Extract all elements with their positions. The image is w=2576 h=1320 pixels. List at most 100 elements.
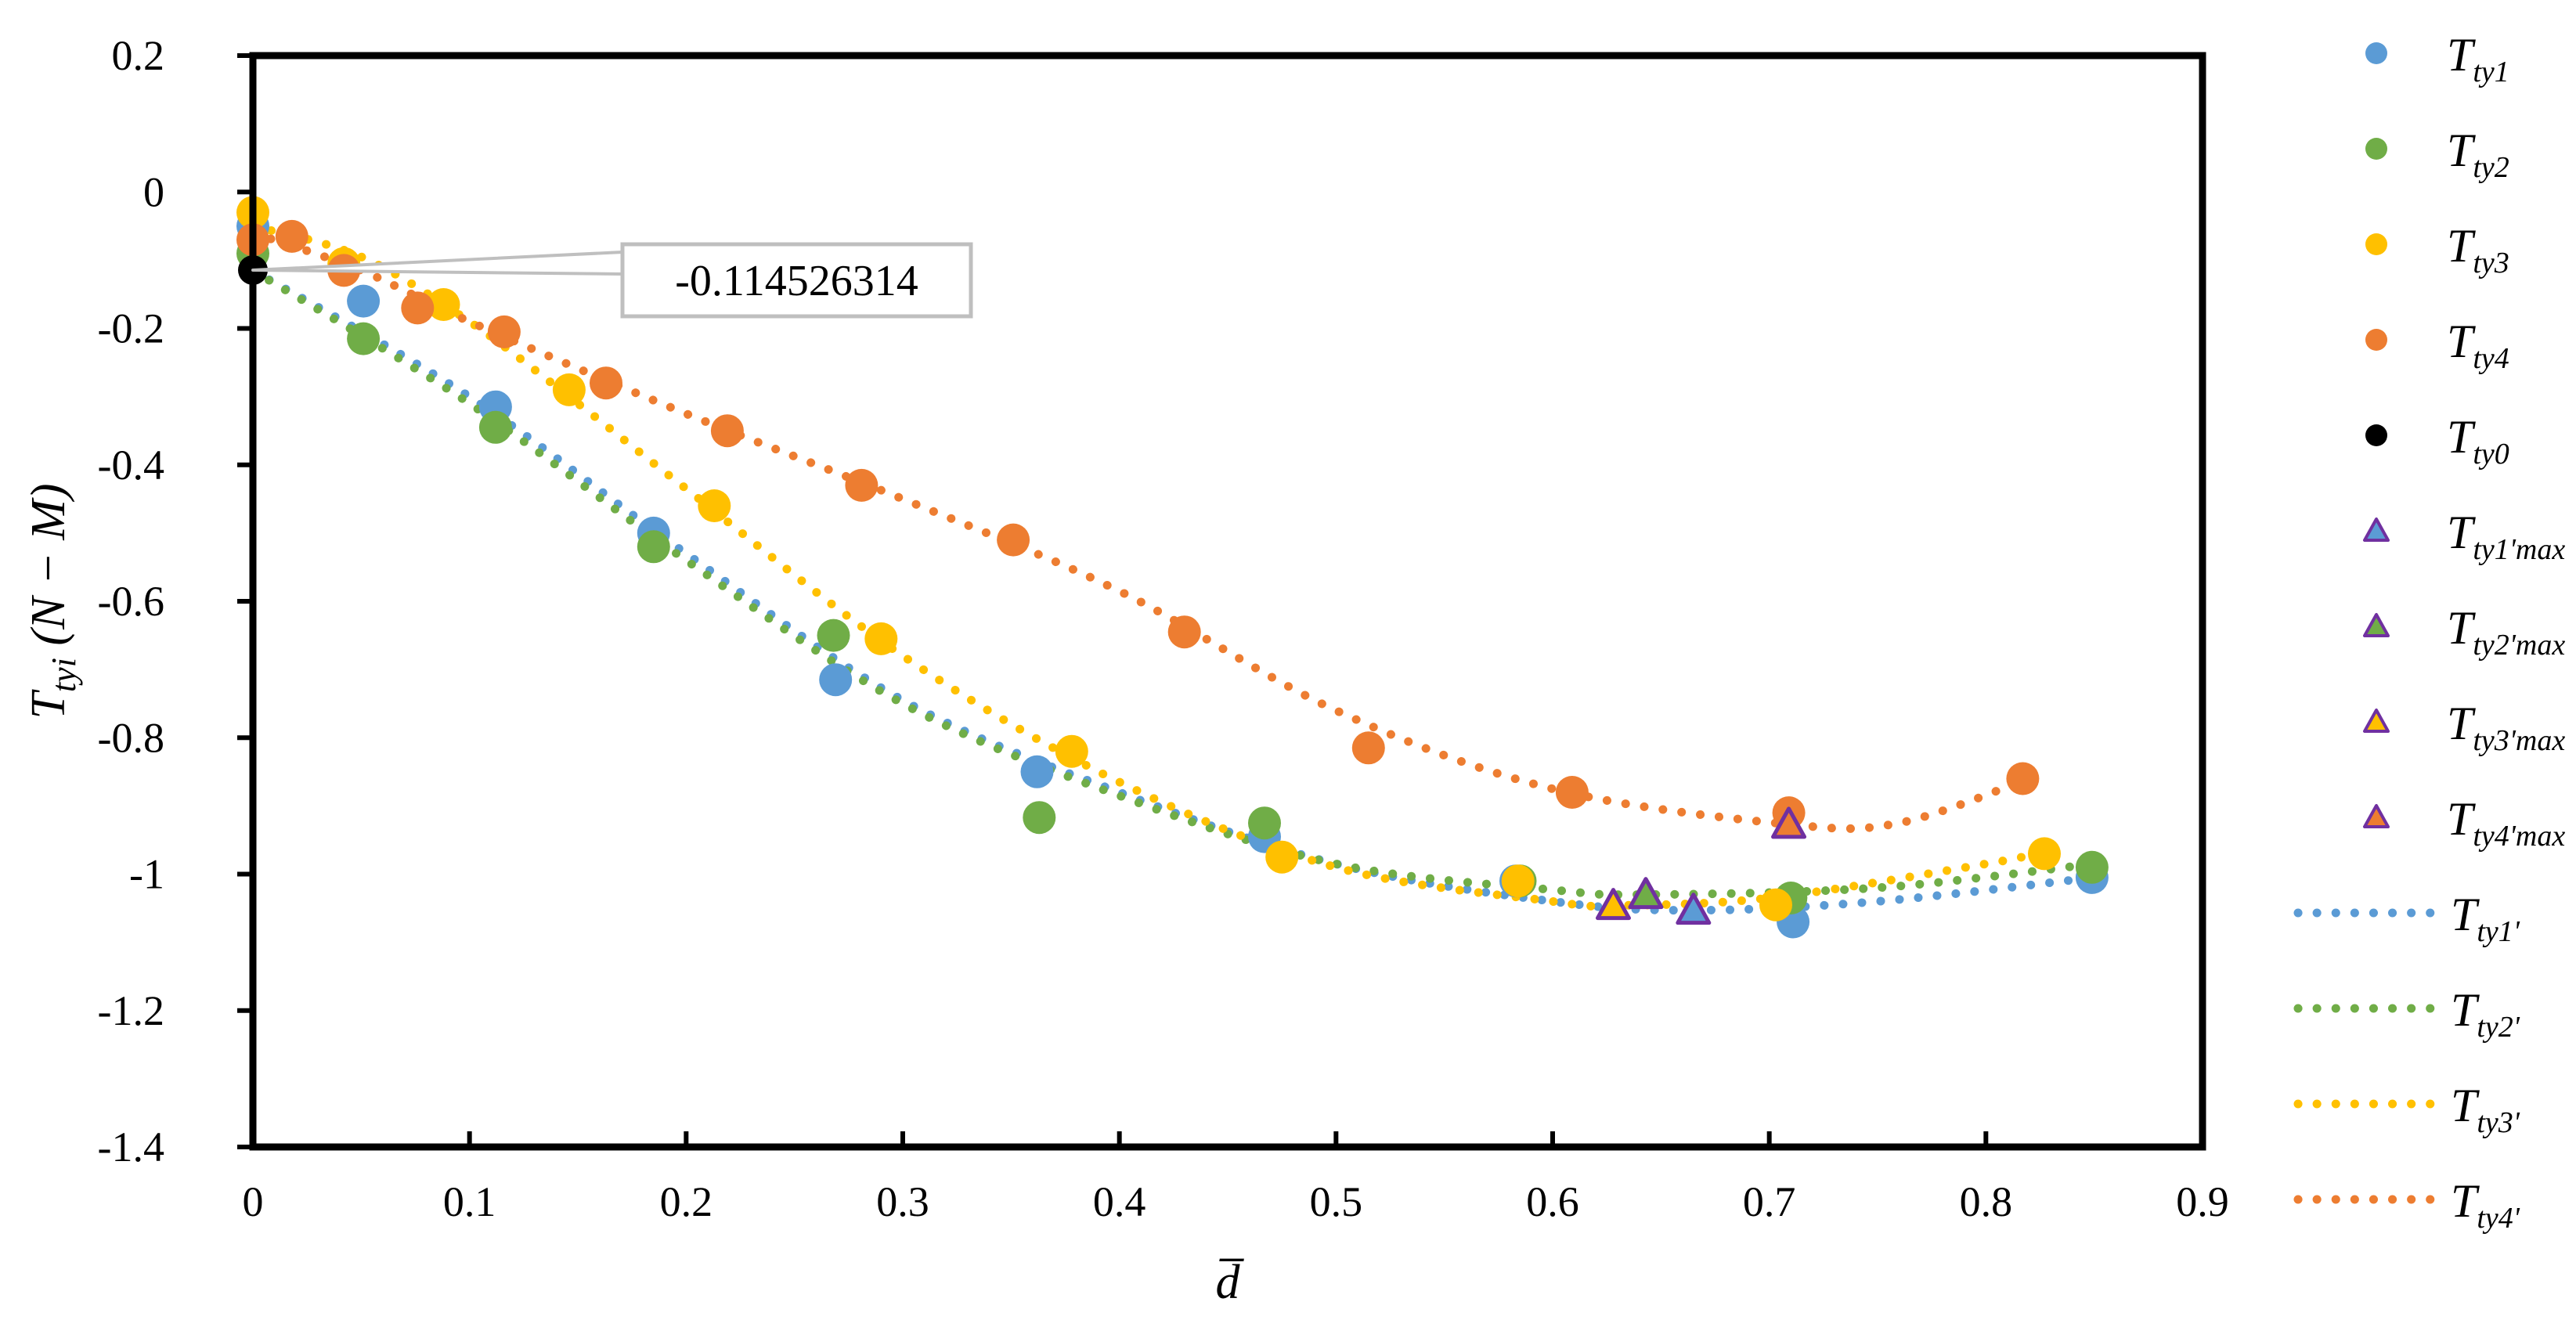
legend-entry-tty4-prime: Tty4' (2293, 1175, 2520, 1235)
trendline-tty2-prime (248, 265, 2099, 900)
max-marker-tty2-primemax (1628, 877, 1664, 910)
trendlines (248, 222, 2099, 915)
y-tick-label: -1.4 (98, 1123, 164, 1170)
point-tty4 (710, 414, 744, 448)
legend-entry-tty0: Tty0 (2365, 411, 2509, 471)
x-tick-label: 0.4 (1093, 1178, 1146, 1225)
trendline-tty4-prime (248, 229, 2034, 833)
legend-entry-tty1-prime: Tty1' (2293, 889, 2520, 948)
y-tick-label: -1.2 (98, 987, 164, 1034)
legend-entry-tty2-primemax: Tty2'max (2363, 602, 2565, 662)
callout-label: -0.114526314 (675, 257, 918, 305)
y-tick-label: -1 (129, 851, 164, 898)
legend-swatch (2363, 518, 2390, 542)
legend-swatch (2365, 233, 2387, 255)
annotations: -0.114526314 (251, 242, 973, 319)
x-tick-label: 0.7 (1743, 1178, 1796, 1225)
x-tick-label: 0.6 (1526, 1178, 1579, 1225)
y-tick-label: -0.6 (98, 578, 164, 625)
point-tty3 (2028, 837, 2061, 871)
point-tty3 (1055, 734, 1088, 768)
point-tty2 (347, 322, 381, 355)
x-tick-label: 0.8 (1960, 1178, 2013, 1225)
legend-entry-tty4: Tty4 (2365, 316, 2509, 375)
point-tty3 (552, 373, 586, 406)
legend-swatch (2365, 329, 2387, 351)
legend-entry-tty1-primemax: Tty1'max (2363, 507, 2565, 566)
legend-label: Tty3'max (2447, 698, 2565, 757)
point-tty3 (698, 489, 731, 522)
point-tty4 (1167, 615, 1201, 649)
legend-label: Tty1'max (2447, 507, 2565, 566)
legend-label: Tty3' (2451, 1080, 2520, 1139)
trendline-tty3-prime (248, 222, 2055, 911)
point-tty1 (1020, 755, 1054, 788)
point-tty2 (817, 619, 850, 652)
point-tty4 (997, 523, 1030, 557)
point-tty3 (864, 622, 898, 655)
legend-swatch (2365, 42, 2387, 64)
point-tty2 (1248, 806, 1281, 840)
x-tick-label: 0.5 (1310, 1178, 1363, 1225)
point-tty4 (401, 291, 435, 325)
point-tty4 (1351, 731, 1385, 765)
legend-label: Tty3 (2447, 220, 2509, 280)
legend-label: Tty4 (2447, 316, 2509, 375)
point-tty3 (427, 288, 460, 321)
x-tick-label: 0.3 (876, 1178, 929, 1225)
y-tick-label: -0.2 (98, 305, 164, 352)
point-tty2 (478, 410, 512, 444)
point-tty4 (590, 366, 622, 400)
x-tick-label: 0.1 (443, 1178, 496, 1225)
legend-label: Tty1 (2447, 29, 2509, 88)
max-marker-tty3-primemax (1595, 888, 1631, 921)
legend-swatch (2365, 424, 2387, 446)
legend-entry-tty2: Tty2 (2365, 124, 2509, 184)
legend-label: Tty4'max (2447, 793, 2565, 853)
legend-label: Tty2' (2451, 984, 2520, 1044)
legend-swatch (2363, 709, 2390, 733)
legend-entry-tty4-primemax: Tty4'max (2363, 793, 2565, 853)
point-tty3 (1759, 888, 1792, 921)
point-tty4 (2006, 762, 2040, 795)
legend-label: Tty0 (2447, 411, 2509, 471)
x-tick-label: 0.9 (2176, 1178, 2229, 1225)
max-marker-tty1-primemax (1676, 893, 1712, 925)
y-axis-label: Ttyi (N − M) (22, 483, 83, 719)
legend-label: Tty2'max (2447, 602, 2565, 662)
point-tty2 (637, 530, 670, 564)
legend: Tty1 Tty2 Tty3 Tty4 Tty0 Tty1'max Tty2'max Tty3… (2293, 29, 2565, 1235)
legend-label: Tty4' (2451, 1175, 2520, 1235)
legend-entry-tty2-prime: Tty2' (2293, 984, 2520, 1044)
point-tty1 (347, 284, 381, 318)
x-tick-label: 0 (243, 1178, 264, 1225)
plot-area-frame (249, 52, 2206, 1151)
point-tty3 (1501, 864, 1535, 898)
axes: 0 0.1 0.2 0.3 0.4 0.5 0.6 0.7 0.8 0.9 0.2 0 -0.2 -0.4… (22, 32, 2229, 1309)
callout-box (620, 242, 973, 319)
y-tick-label: -0.4 (98, 442, 164, 489)
point-tty4 (487, 315, 521, 348)
point-tty4 (845, 468, 879, 502)
callout-leader (251, 251, 624, 276)
legend-label: Tty2 (2447, 124, 2509, 184)
point-tty1 (819, 663, 853, 697)
point-tty3 (1265, 840, 1299, 874)
y-tick-label: -0.8 (98, 714, 164, 761)
point-tty2 (1023, 801, 1056, 835)
y-tick-label: 0.2 (112, 32, 165, 79)
legend-entry-tty3: Tty3 (2365, 220, 2509, 280)
y-tick-label: 0 (143, 168, 164, 215)
legend-swatch (2363, 804, 2390, 828)
legend-swatch (2365, 138, 2387, 160)
max-marker-tty4-primemax (1771, 806, 1807, 839)
legend-entry-tty1: Tty1 (2365, 29, 2509, 88)
legend-entry-tty3-primemax: Tty3'max (2363, 698, 2565, 757)
x-axis-label: d̅ (1216, 1256, 1245, 1309)
x-tick-label: 0.2 (660, 1178, 713, 1225)
legend-entry-tty3-prime: Tty3' (2293, 1080, 2520, 1139)
point-tty2 (2075, 850, 2109, 884)
data-points (236, 196, 2109, 939)
legend-swatch (2363, 613, 2390, 637)
